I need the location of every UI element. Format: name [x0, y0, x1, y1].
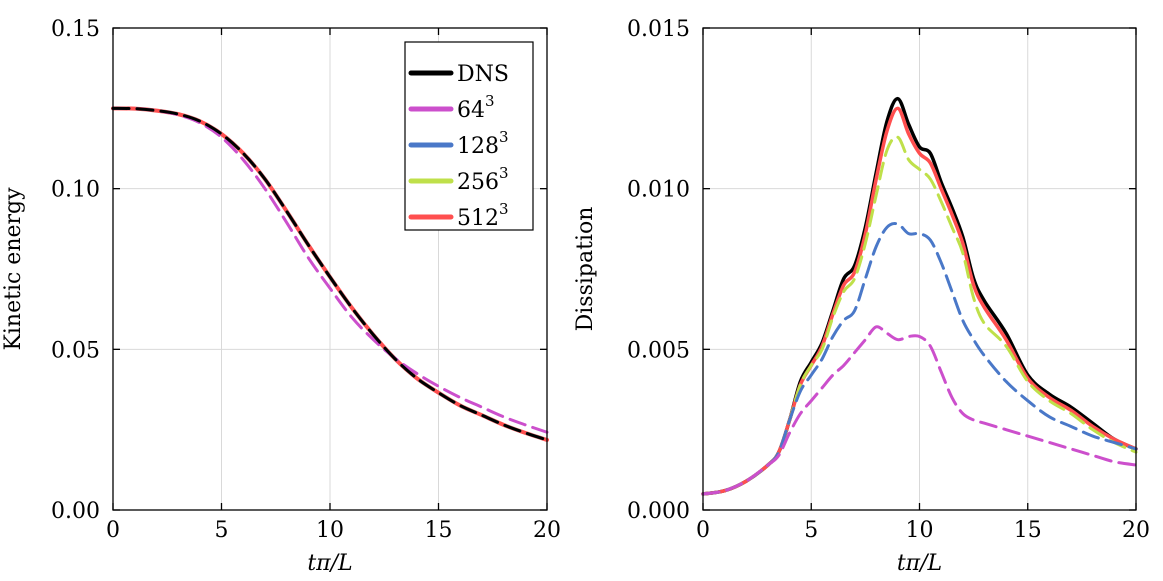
legend-label: 5123 — [457, 200, 509, 231]
y-axis-label: Dissipation — [573, 207, 598, 332]
x-tick-label: 15 — [1014, 518, 1042, 543]
y-tick-label: 0.10 — [51, 178, 100, 203]
y-axis-label: Kinetic energy — [1, 187, 26, 351]
y-tick-label: 0.000 — [627, 499, 690, 524]
x-axis-label: tπ/L — [307, 551, 352, 576]
x-tick-label: 15 — [425, 518, 453, 543]
y-tick-label: 0.005 — [627, 338, 690, 363]
series-line-128 — [701, 222, 1138, 496]
kinetic-energy-panel: 0 5 10 15 20 0.00 0.05 0.10 0.15 tπ/L Kinetic en… — [1, 17, 561, 576]
x-axis-label: tπ/L — [897, 551, 942, 576]
tick-layer: 0 5 10 15 20 0.00 0.05 0.10 0.15 — [51, 17, 561, 543]
grid-layer — [703, 28, 1136, 510]
legend-exponent: 3 — [499, 200, 509, 218]
y-tick-label: 0.00 — [51, 499, 100, 524]
x-tick-label: 10 — [316, 518, 344, 543]
series-line-64 — [701, 325, 1138, 496]
x-tick-label: 20 — [1122, 518, 1150, 543]
series-layer — [701, 96, 1138, 496]
legend-label: DNS — [457, 62, 509, 87]
legend-exponent: 3 — [499, 164, 509, 182]
x-tick-label: 0 — [696, 518, 710, 543]
dissipation-panel: 0 5 10 15 20 0.000 0.005 0.010 0.015 tπ/L Dissip… — [573, 17, 1150, 576]
x-tick-label: 20 — [533, 518, 561, 543]
y-tick-label: 0.05 — [51, 338, 100, 363]
series-line-dns — [111, 106, 549, 442]
x-tick-label: 10 — [906, 518, 934, 543]
x-tick-label: 5 — [804, 518, 818, 543]
legend-exponent: 3 — [499, 128, 509, 146]
legend-exponent: 3 — [485, 92, 495, 110]
x-tick-label: 5 — [215, 518, 229, 543]
y-tick-label: 0.015 — [627, 17, 690, 42]
series-layer — [111, 106, 549, 442]
y-tick-label: 0.010 — [627, 178, 690, 203]
tick-layer: 0 5 10 15 20 0.000 0.005 0.010 0.015 — [627, 17, 1150, 543]
y-tick-label: 0.15 — [51, 17, 100, 42]
x-tick-label: 0 — [106, 518, 120, 543]
